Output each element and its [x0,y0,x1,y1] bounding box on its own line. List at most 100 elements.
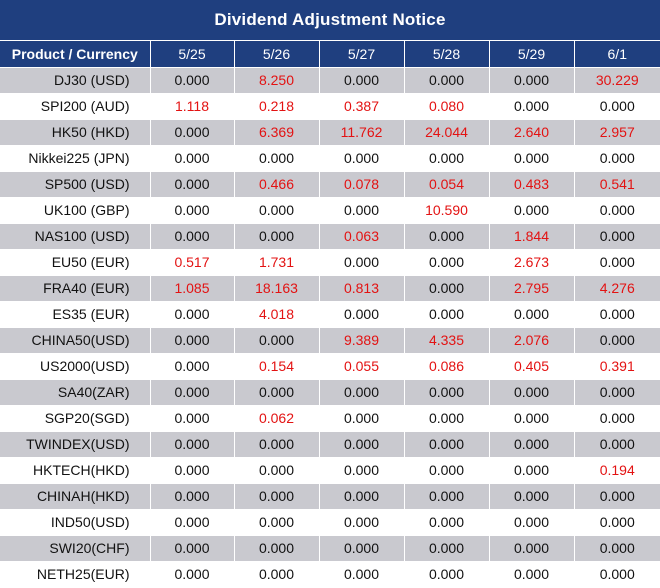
value-cell: 0.000 [150,119,235,146]
value-cell: 0.000 [150,301,235,328]
value-cell: 0.000 [319,483,405,510]
value-cell: 0.000 [404,509,490,536]
value-cell: 0.000 [574,379,660,406]
value-cell: 0.000 [150,483,235,510]
value-cell: 0.000 [489,457,575,484]
table-row: SP500 (USD) 0.000 0.466 0.078 0.054 0.483 0.54… [0,171,660,198]
value-cell: 0.055 [319,353,405,380]
table-row: CHINAH(HKD) 0.000 0.000 0.000 0.000 0.000 0.00… [0,483,660,510]
value-cell: 0.000 [404,145,490,172]
value-cell: 0.054 [404,171,490,198]
value-cell: 0.000 [234,483,320,510]
value-cell: 0.218 [234,93,320,120]
column-header-date: 5/28 [404,41,490,68]
value-cell: 0.000 [574,223,660,250]
value-cell: 0.000 [574,145,660,172]
table-row: US2000(USD) 0.000 0.154 0.055 0.086 0.405 0.39… [0,353,660,380]
value-cell: 0.000 [574,483,660,510]
value-cell: 0.000 [150,145,235,172]
value-cell: 0.000 [574,535,660,562]
value-cell: 0.000 [150,223,235,250]
value-cell: 0.000 [404,535,490,562]
product-cell: CHINAH(HKD) [0,483,151,510]
value-cell: 0.000 [319,509,405,536]
product-cell: IND50(USD) [0,509,151,536]
value-cell: 0.000 [150,535,235,562]
value-cell: 0.000 [234,145,320,172]
value-cell: 0.078 [319,171,405,198]
value-cell: 0.000 [404,223,490,250]
value-cell: 0.000 [319,431,405,458]
value-cell: 0.000 [574,431,660,458]
value-cell: 0.000 [489,301,575,328]
value-cell: 0.000 [234,431,320,458]
value-cell: 0.000 [489,145,575,172]
value-cell: 0.000 [150,171,235,198]
value-cell: 10.590 [404,197,490,224]
value-cell: 0.000 [574,301,660,328]
value-cell: 0.000 [404,275,490,302]
value-cell: 0.000 [319,405,405,432]
column-header-date: 6/1 [574,41,660,68]
table-row: DJ30 (USD) 0.000 8.250 0.000 0.000 0.000 30.22… [0,67,660,94]
value-cell: 0.517 [150,249,235,276]
value-cell: 0.000 [234,327,320,354]
value-cell: 0.000 [574,405,660,432]
value-cell: 0.063 [319,223,405,250]
value-cell: 0.000 [234,457,320,484]
value-cell: 0.000 [489,561,575,588]
value-cell: 0.000 [150,327,235,354]
dividend-table: Product / Currency 5/25 5/26 5/27 5/28 5… [0,41,660,588]
value-cell: 4.018 [234,301,320,328]
table-row: CHINA50(USD) 0.000 0.000 9.389 4.335 2.076 0.0… [0,327,660,354]
value-cell: 8.250 [234,67,320,94]
value-cell: 1.844 [489,223,575,250]
value-cell: 0.000 [489,405,575,432]
value-cell: 2.795 [489,275,575,302]
value-cell: 0.466 [234,171,320,198]
value-cell: 0.000 [234,197,320,224]
product-cell: Nikkei225 (JPN) [0,145,151,172]
value-cell: 0.000 [150,67,235,94]
value-cell: 0.000 [150,379,235,406]
product-cell: TWINDEX(USD) [0,431,151,458]
table-row: UK100 (GBP) 0.000 0.000 0.000 10.590 0.000 0.0… [0,197,660,224]
value-cell: 0.086 [404,353,490,380]
table-row: EU50 (EUR) 0.517 1.731 0.000 0.000 2.673 0.000 [0,249,660,276]
value-cell: 0.080 [404,93,490,120]
table-row: NAS100 (USD) 0.000 0.000 0.063 0.000 1.844 0.0… [0,223,660,250]
value-cell: 0.000 [234,509,320,536]
product-cell: SP500 (USD) [0,171,151,198]
value-cell: 4.335 [404,327,490,354]
value-cell: 0.000 [489,431,575,458]
table-row: Nikkei225 (JPN) 0.000 0.000 0.000 0.000 0.000… [0,145,660,172]
value-cell: 0.000 [489,509,575,536]
value-cell: 0.000 [489,483,575,510]
value-cell: 0.000 [489,93,575,120]
value-cell: 0.000 [574,509,660,536]
value-cell: 0.000 [404,483,490,510]
value-cell: 0.000 [150,509,235,536]
value-cell: 0.000 [404,67,490,94]
value-cell: 0.000 [574,93,660,120]
value-cell: 0.391 [574,353,660,380]
table-row: IND50(USD) 0.000 0.000 0.000 0.000 0.000 0.000 [0,509,660,536]
value-cell: 0.000 [404,457,490,484]
value-cell: 0.405 [489,353,575,380]
value-cell: 0.541 [574,171,660,198]
value-cell: 0.000 [319,67,405,94]
product-cell: NAS100 (USD) [0,223,151,250]
value-cell: 0.000 [404,405,490,432]
column-header-product: Product / Currency [0,41,151,68]
notice-title: Dividend Adjustment Notice [0,0,660,41]
value-cell: 0.000 [574,327,660,354]
value-cell: 0.062 [234,405,320,432]
value-cell: 0.000 [319,197,405,224]
table-row: ES35 (EUR) 0.000 4.018 0.000 0.000 0.000 0.000 [0,301,660,328]
value-cell: 18.163 [234,275,320,302]
value-cell: 30.229 [574,67,660,94]
value-cell: 2.957 [574,119,660,146]
value-cell: 0.000 [150,197,235,224]
value-cell: 0.000 [319,301,405,328]
